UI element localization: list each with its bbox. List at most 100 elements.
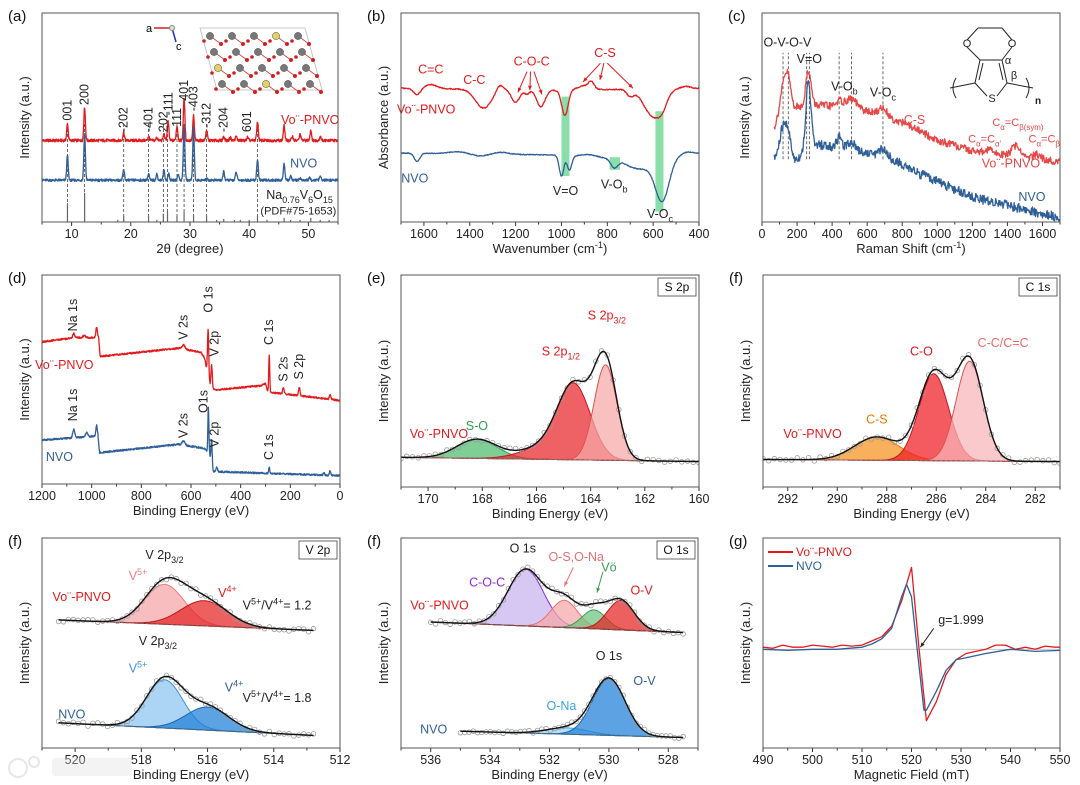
y-axis-label: Intensity (a.u.)	[17, 76, 32, 158]
data-marker	[644, 456, 651, 462]
data-marker	[631, 609, 638, 615]
peak-label: -202	[117, 107, 131, 132]
annotation-label: V=O	[797, 52, 823, 66]
fit-component	[460, 678, 684, 738]
data-marker	[994, 445, 1000, 452]
data-marker	[690, 459, 696, 466]
annotation-label: C-O-C	[469, 575, 505, 589]
data-marker	[202, 593, 209, 599]
data-marker	[457, 730, 464, 736]
panel-8: (f)Intensity (a.u.)Binding Energy (eV)53…	[367, 533, 699, 782]
data-marker	[638, 458, 645, 465]
data-marker	[547, 727, 554, 734]
x-tick-label: 400	[822, 227, 843, 241]
panel-label: (c)	[728, 8, 746, 25]
band-highlight	[609, 157, 620, 170]
annotation-label: C=C	[418, 63, 443, 77]
y-axis-label: Intensity (a.u.)	[737, 76, 752, 158]
x-axis-label: Raman Shift (cm-1)	[856, 240, 965, 256]
data-marker	[70, 719, 76, 726]
data-marker	[586, 701, 592, 707]
data-marker	[903, 432, 909, 439]
pedot-structure-inset: O O Sαβ n	[949, 27, 1041, 107]
series-line-vopnvo	[401, 80, 699, 119]
data-marker	[937, 368, 943, 375]
fit-component	[763, 360, 1060, 463]
x-tick-label: 0	[337, 489, 344, 503]
annotation-label: Vö	[601, 561, 616, 575]
data-marker	[851, 443, 858, 450]
x-tick-label: 200	[787, 227, 808, 241]
x-tick-label: 1600	[410, 227, 438, 241]
data-marker	[670, 630, 677, 637]
x-tick-label: 170	[418, 492, 439, 506]
x-tick-label: 1000	[548, 227, 576, 241]
fit-component	[763, 373, 1060, 463]
box-label: V 2p	[306, 543, 331, 557]
y-axis-label: Intensity (a.u.)	[738, 340, 753, 422]
plot-area	[428, 564, 686, 741]
data-marker	[95, 619, 101, 625]
plot-frame	[761, 12, 1061, 223]
plot-frame	[41, 274, 341, 485]
peak-label: V 2p	[208, 422, 222, 448]
plot-area	[401, 348, 699, 466]
series-line-nvo	[401, 150, 699, 203]
x-tick-label: 286	[926, 492, 947, 506]
data-marker	[404, 453, 410, 460]
arrow-icon	[533, 71, 543, 95]
box-label-frame	[656, 540, 696, 560]
data-marker	[965, 352, 972, 358]
annotation-label: V 2p3/2	[139, 634, 177, 651]
annotation-label: V-Ob	[831, 79, 858, 96]
x-axis-label: Binding Energy (eV)	[491, 767, 607, 782]
data-marker	[266, 728, 273, 735]
annotation-label: Na0.76V6O15	[266, 188, 333, 205]
data-marker	[650, 457, 656, 463]
data-marker	[515, 571, 521, 578]
data-marker	[158, 577, 165, 583]
series-line-nvo	[42, 406, 340, 477]
peak-label: 601	[240, 111, 254, 132]
data-marker	[114, 719, 121, 726]
peak-label: O1s	[196, 390, 210, 413]
panel-3: (c) Intensity (a.u.) Raman Shift (cm-1) 0 20…	[728, 8, 1061, 256]
x-tick-label: 400	[230, 489, 251, 503]
peak-label: -204	[217, 107, 231, 132]
annotation-label: V=O	[553, 184, 579, 198]
data-marker	[622, 598, 628, 605]
data-marker	[558, 395, 565, 401]
fit-envelope	[401, 350, 699, 463]
data-marker	[232, 717, 238, 724]
data-marker	[641, 622, 648, 628]
panel-4: (d) Intensity (a.u.) Binding Energy (eV) 12…	[8, 270, 344, 518]
panel-6: (f) Intensity (a.u.) Binding Energy (eV) 29…	[729, 270, 1061, 521]
fit-component	[401, 382, 699, 463]
peak-label: -403	[187, 86, 201, 111]
fit-envelope	[58, 576, 314, 632]
annotation-label: V-Oc	[870, 86, 897, 103]
peak-label: 200	[78, 84, 92, 105]
data-marker	[627, 448, 633, 455]
fit-component	[430, 600, 684, 633]
structure-atom-label: O	[963, 38, 972, 50]
plot-frame	[41, 12, 339, 223]
x-axis-label: Binding Energy (eV)	[133, 503, 249, 518]
peak-label: -312	[200, 103, 214, 128]
data-marker	[1045, 457, 1052, 463]
series-line-vopnvo	[763, 566, 1060, 722]
annotation-label: (PDF#75-1653)	[260, 206, 336, 218]
fit-envelope	[460, 677, 684, 739]
x-tick-label: 530	[951, 753, 972, 767]
data-marker	[149, 585, 155, 592]
series-line-vopnvo	[773, 69, 1060, 166]
x-axis-label: Wavenumber (cm-1)	[493, 240, 608, 256]
data-marker	[954, 367, 960, 374]
box-label: S 2p	[665, 280, 690, 294]
y-axis-label: Intensity (a.u.)	[17, 338, 32, 420]
annotation-label: Vo¨-PNVO	[35, 358, 94, 372]
annotation-label: O 1s	[596, 649, 622, 663]
x-tick-label: 1000	[78, 489, 106, 503]
data-marker	[447, 621, 453, 628]
